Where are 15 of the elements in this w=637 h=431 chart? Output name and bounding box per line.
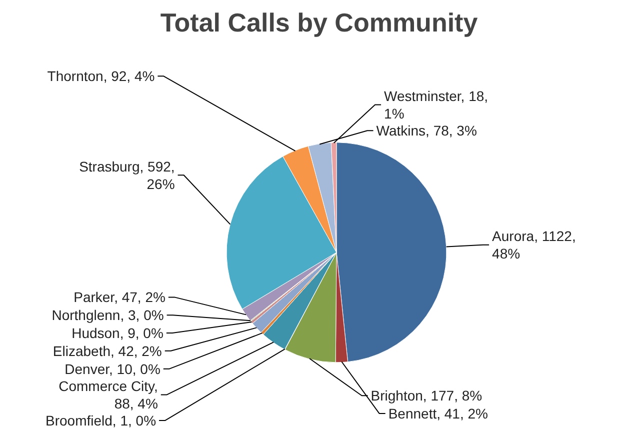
chart-title: Total Calls by Community (160, 8, 478, 38)
slice-label: Northglenn, 3, 0% (52, 307, 164, 324)
slice-label: Broomfield, 1, 0% (46, 412, 156, 429)
slice-label: Commerce City, 88, 4% (58, 378, 158, 412)
slice-label: Thornton, 92, 4% (47, 68, 155, 84)
slice-label: Bennett, 41, 2% (388, 406, 488, 422)
slice-label: Aurora, 1122, 48% (492, 228, 576, 262)
slice-label: Watkins, 78, 3% (376, 122, 477, 139)
slice-label: Elizabeth, 42, 2% (52, 342, 162, 359)
slice-label: Denver, 10, 0% (64, 360, 160, 377)
slice-label: Strasburg, 592, 26% (79, 158, 175, 192)
slice-label: Parker, 47, 2% (74, 289, 166, 306)
slice-label: Westminster, 18, 1% (384, 88, 488, 122)
slice-label: Hudson, 9, 0% (72, 325, 164, 342)
slice-label: Brighton, 177, 8% (370, 388, 482, 404)
